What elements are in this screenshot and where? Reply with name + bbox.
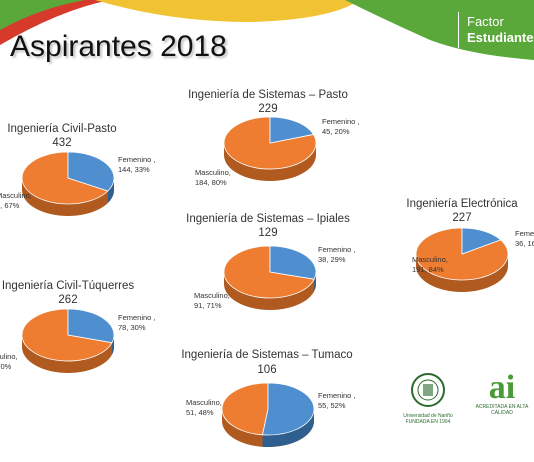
ai-mark: ai [488,369,516,406]
chart-total-3: 129 [258,227,277,239]
chart-title-2: Ingeniería de Sistemas – Pasto [188,89,348,101]
data-value-masculino-2: 184, 80% [195,178,227,187]
data-label-masculino-5: asculino, [0,352,18,361]
data-label-masculino-2: Masculino, [195,168,231,177]
unarino-name: Universidad de Nariño [403,413,453,419]
chart-total-5: 262 [58,294,77,306]
data-value-femenino-4: 36, 16 [515,239,534,248]
brand-line1: Factor [467,14,504,29]
pie-slice-femenino-4 [461,227,502,255]
unarino-seal-icon [411,373,445,407]
banner-green-shape-right [345,0,534,60]
ai-sub: ACREDITADA EN ALTA CALIDAD [475,404,529,416]
data-value-masculino-1: 8, 67% [0,201,20,210]
data-value-masculino-4: 191, 84% [412,265,444,274]
brand-line2: Estudiantes [467,30,534,45]
pie-slice-femenino-2 [269,116,315,144]
data-value-femenino-6: 55, 52% [318,401,346,410]
data-label-femenino-6: Femenino , [318,391,356,400]
data-label-femenino-4: Femeni [515,229,534,238]
chart-title-6: Ingeniería de Sistemas – Tumaco [181,349,352,361]
data-label-masculino-4: Masculino, [412,255,448,264]
unarino-sub: FUNDADA EN 1904 [405,419,451,425]
banner-green-shape-left [0,0,85,30]
chart-title-3: Ingeniería de Sistemas – Ipiales [186,213,350,225]
pie-slice-masculino-1 [21,151,109,205]
data-label-femenino-2: Femenino , [322,117,360,126]
data-value-femenino-1: 144, 33% [118,165,150,174]
chart-total-1: 432 [52,137,71,149]
pie-femenino-side-1 [107,178,114,203]
data-value-femenino-2: 45, 20% [322,127,350,136]
chart-title-1: Ingeniería Civil-Pasto [7,123,116,135]
data-label-masculino-6: Masculino, [186,398,222,407]
data-label-femenino-3: Femenino , [318,245,356,254]
pie-slice-femenino-1 [67,151,115,192]
page-title: Aspirantes 2018 [10,30,227,63]
pie-slice-masculino-5 [21,308,113,362]
data-label-masculino-3: Masculino, [194,291,230,300]
chart-title-5: Ingeniería Civil-Túquerres [2,280,135,292]
pie-femenino-side-6 [262,409,314,447]
brand-label: Factor Estudiantes [467,14,534,46]
pie-slice-masculino-3 [223,245,315,299]
brand-divider [458,12,459,48]
pie-slice-masculino-6 [221,382,269,436]
data-value-masculino-3: 91, 71% [194,301,222,310]
chart-total-6: 106 [257,364,276,376]
chart-title-4: Ingeniería Electrónica [406,198,518,210]
chart-total-2: 229 [258,103,277,115]
data-value-femenino-3: 38, 29% [318,255,346,264]
data-value-masculino-5: 4, 70% [0,362,12,371]
banner-yellow-shape [95,0,360,22]
data-label-femenino-1: Femenino , [118,155,156,164]
chart-total-4: 227 [452,212,471,224]
data-value-femenino-5: 78, 30% [118,323,146,332]
pie-slice-femenino-5 [67,308,115,344]
data-value-masculino-6: 51, 48% [186,408,214,417]
ai-logo: ai ACREDITADA EN ALTA CALIDAD [472,369,532,417]
pie-slice-femenino-6 [262,382,315,436]
pie-slice-femenino-3 [269,245,317,280]
data-label-masculino-1: Masculino, [0,191,32,200]
unarino-logo: Universidad de Nariño FUNDADA EN 1904 [402,372,454,425]
data-label-femenino-5: Femenino , [118,313,156,322]
header-banner [0,0,534,60]
